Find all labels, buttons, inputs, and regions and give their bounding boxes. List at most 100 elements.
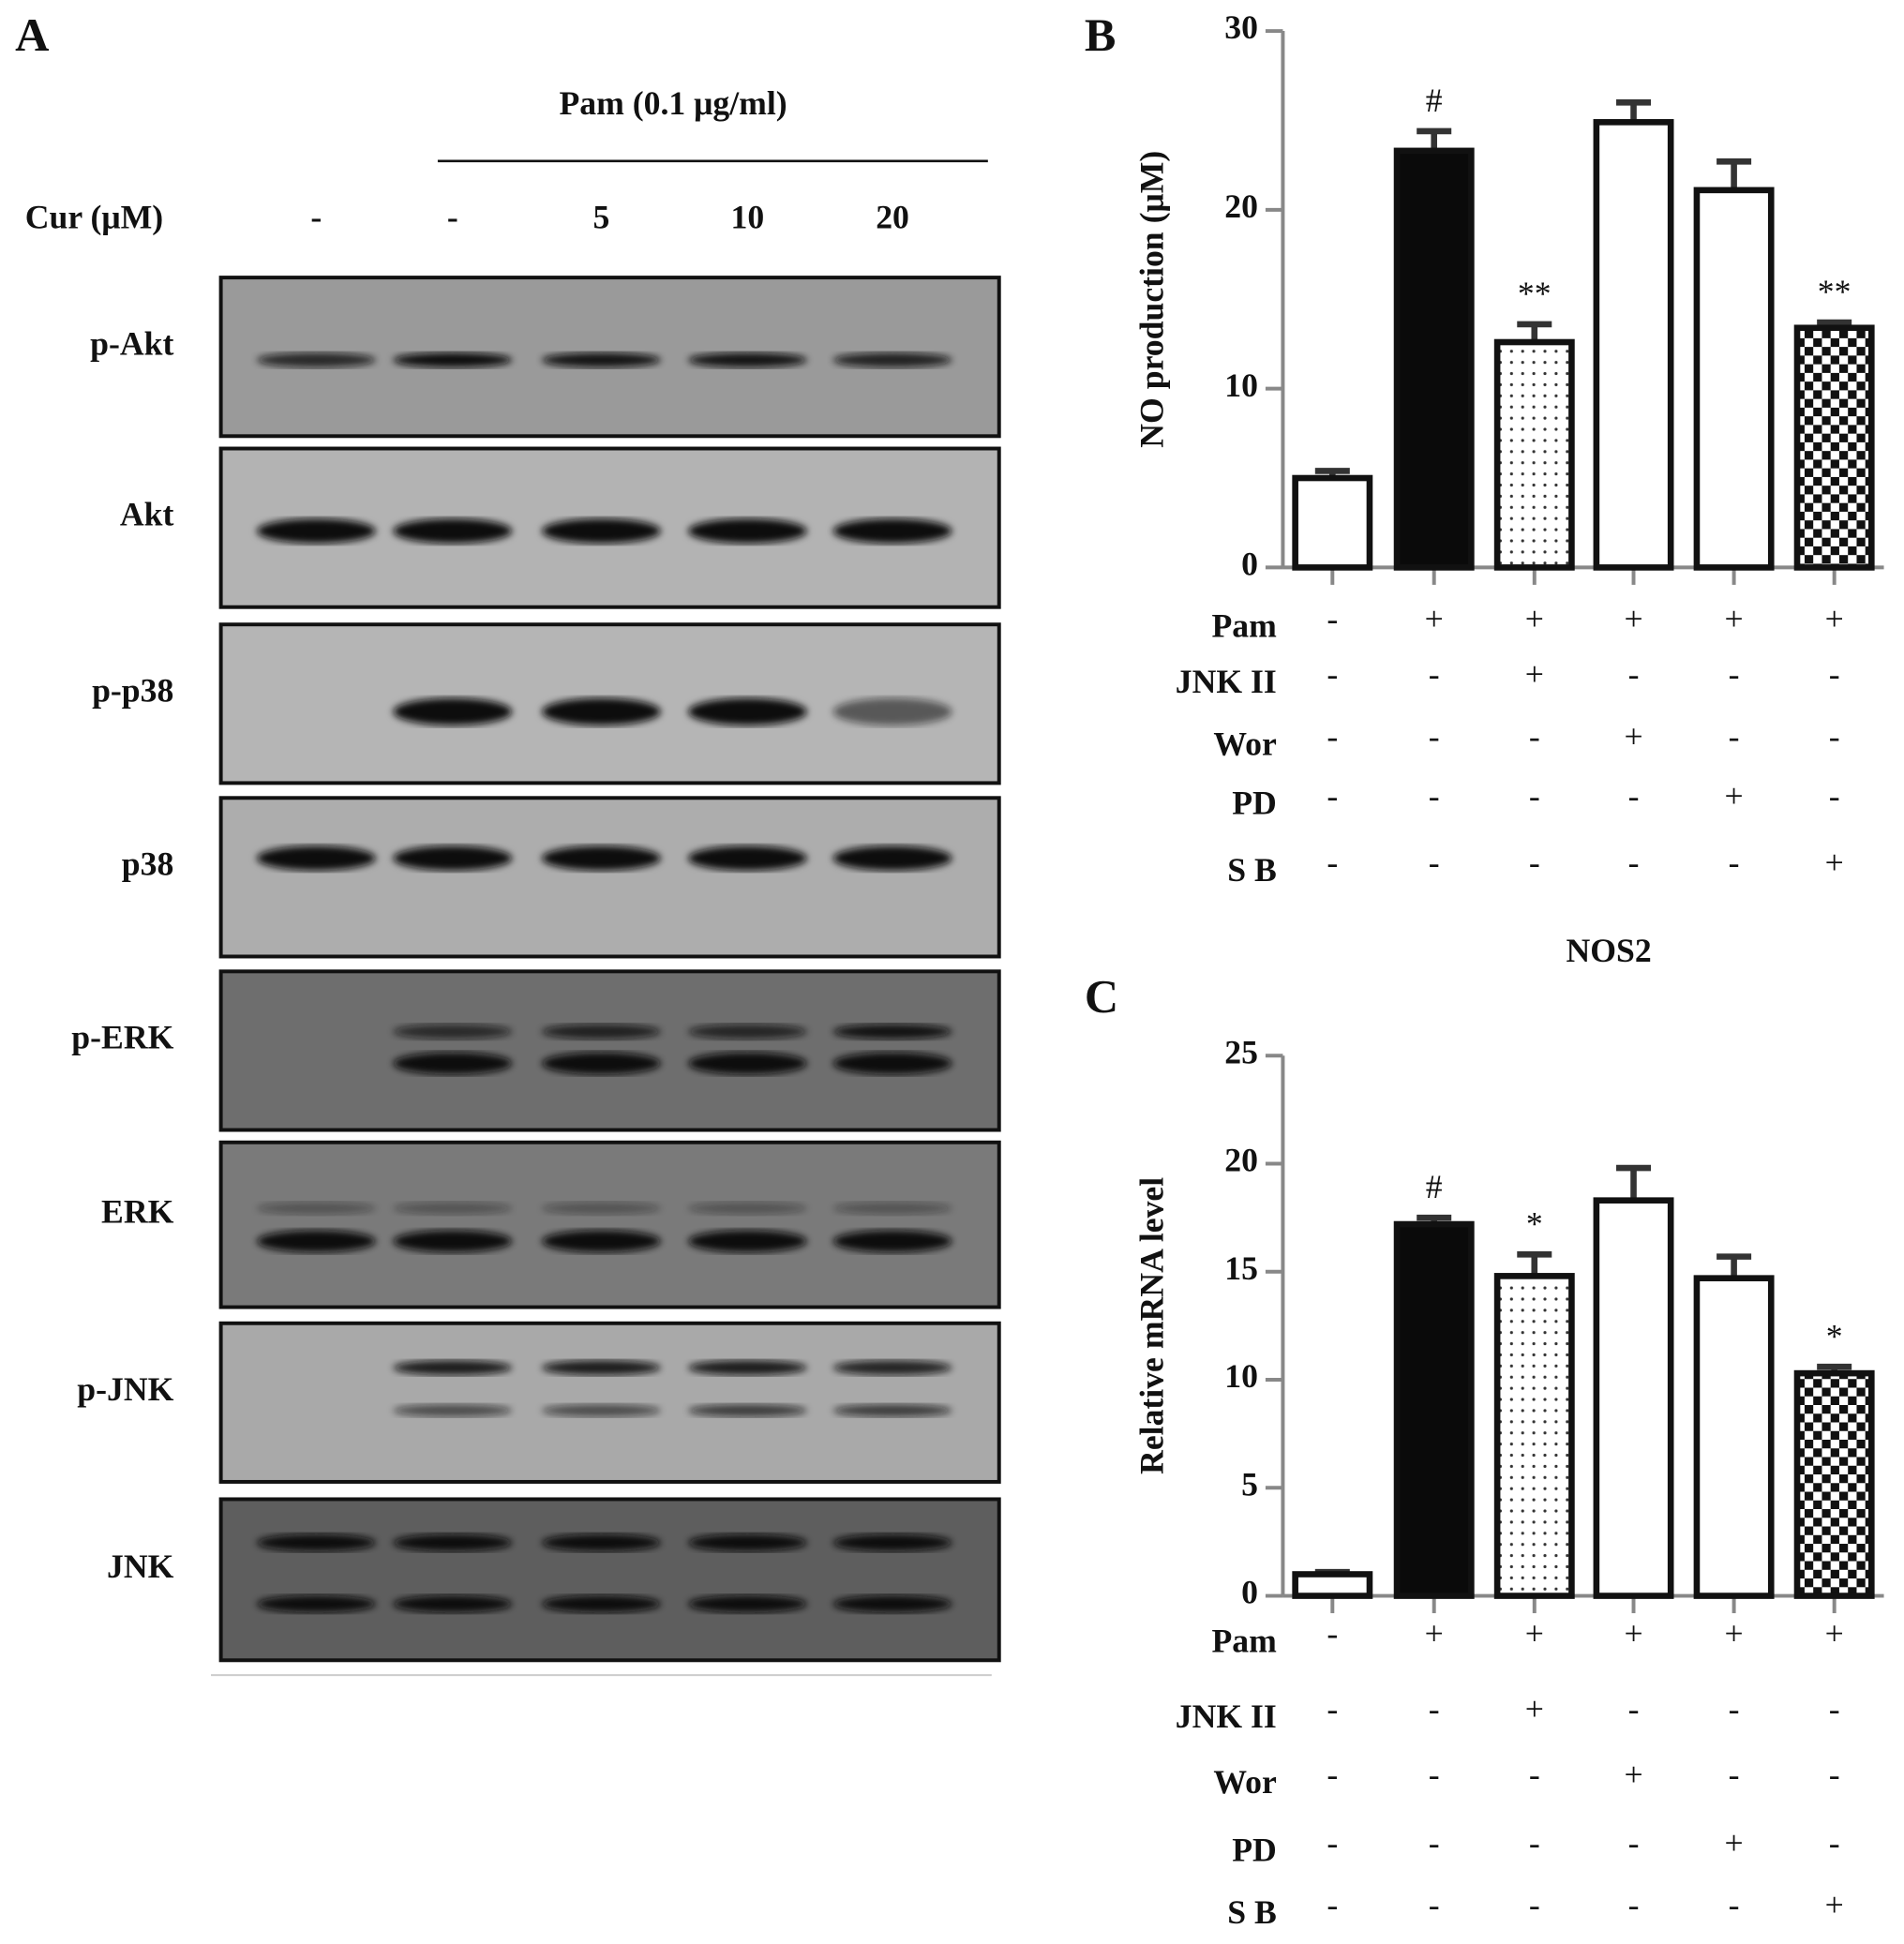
- treatment-sign: +: [1725, 1824, 1744, 1862]
- treatment-name: Wor: [1213, 1763, 1277, 1801]
- blot-band: [541, 697, 661, 725]
- blot-band: [687, 1360, 807, 1376]
- treatment-sign: +: [1624, 717, 1642, 755]
- blot-band: [687, 1533, 807, 1552]
- blot-band: [256, 518, 376, 544]
- treatment-sign: +: [1825, 1886, 1844, 1923]
- blot-box: [218, 1497, 1001, 1663]
- blot-box: [218, 1321, 1001, 1484]
- treatment-name: Pam: [1211, 1622, 1277, 1659]
- y-tick-label: 25: [1224, 1033, 1258, 1070]
- blot-band: [393, 1024, 513, 1039]
- treatment-name: S B: [1227, 851, 1277, 889]
- annotation: **: [1518, 275, 1552, 312]
- y-axis-label: Relative mRNA level: [1132, 1177, 1170, 1474]
- blot-band: [393, 1230, 513, 1253]
- blot-band: [687, 845, 807, 871]
- treatment-sign: +: [1725, 1614, 1744, 1652]
- blot-band: [393, 1202, 513, 1215]
- treatment-sign: -: [1729, 844, 1740, 881]
- treatment-sign: -: [1529, 717, 1540, 755]
- blot-band: [393, 1360, 513, 1376]
- blot-band: [687, 1202, 807, 1215]
- bar: [1393, 1220, 1475, 1599]
- blot-band: [832, 518, 952, 544]
- treatment-sign: -: [1429, 655, 1440, 693]
- treatment-sign: +: [1525, 600, 1544, 637]
- row-label: p-Akt: [90, 324, 173, 362]
- blot-band: [393, 518, 513, 544]
- annotation: **: [1818, 273, 1852, 310]
- treatment-sign: -: [1628, 655, 1640, 693]
- y-tick-label: 30: [1224, 8, 1258, 46]
- bar: [1593, 1197, 1674, 1599]
- treatment-sign: -: [1628, 1824, 1640, 1862]
- bar: [1292, 1571, 1373, 1599]
- blot-band: [687, 518, 807, 544]
- treatment-sign: -: [1327, 1614, 1338, 1652]
- treatment-sign: -: [1628, 1886, 1640, 1923]
- dose-value: 5: [592, 198, 609, 235]
- bar: [1493, 1273, 1575, 1599]
- treatment-sign: -: [1829, 1756, 1840, 1793]
- blot-band: [393, 352, 513, 368]
- blot-band: [541, 845, 661, 871]
- treatment-label: Pam (0.1 μg/ml): [559, 84, 787, 122]
- blot-band: [393, 1533, 513, 1552]
- treatment-sign: -: [1729, 1756, 1740, 1793]
- blot-band: [687, 1230, 807, 1253]
- blot-band: [687, 1024, 807, 1039]
- blot-band: [832, 845, 952, 871]
- blot-band: [832, 1230, 952, 1253]
- treatment-sign: -: [1628, 844, 1640, 881]
- treatment-sign: -: [1327, 844, 1338, 881]
- blot-band: [256, 845, 376, 871]
- treatment-name: PD: [1232, 785, 1277, 822]
- treatment-sign: -: [1327, 655, 1338, 693]
- row-label: p38: [122, 845, 174, 882]
- y-tick-label: 20: [1224, 187, 1258, 225]
- treatment-sign: -: [1829, 1690, 1840, 1727]
- annotation: #: [1426, 1168, 1443, 1205]
- row-label: Akt: [120, 496, 174, 533]
- treatment-sign: -: [1529, 1756, 1540, 1793]
- treatment-sign: -: [1829, 777, 1840, 815]
- treatment-sign: -: [1429, 844, 1440, 881]
- treatment-sign: -: [1429, 1690, 1440, 1727]
- treatment-sign: -: [1327, 717, 1338, 755]
- treatment-sign: +: [1525, 655, 1544, 693]
- bar: [1393, 147, 1475, 571]
- blot-band: [541, 1024, 661, 1039]
- blot-band: [393, 697, 513, 725]
- treatment-sign: -: [1729, 655, 1740, 693]
- blot-band: [541, 352, 661, 368]
- panel-label: A: [15, 8, 49, 61]
- bar: [1793, 1369, 1875, 1599]
- y-tick-label: 5: [1241, 1465, 1258, 1503]
- treatment-sign: -: [1429, 1756, 1440, 1793]
- blot-band: [832, 1024, 952, 1039]
- blot-band: [832, 352, 952, 368]
- dose-value: -: [447, 198, 458, 235]
- treatment-sign: -: [1529, 777, 1540, 815]
- treatment-sign: -: [1829, 1824, 1840, 1862]
- dose-value: 10: [731, 198, 765, 235]
- treatment-sign: -: [1429, 1886, 1440, 1923]
- y-tick-label: 20: [1224, 1142, 1258, 1179]
- bar: [1693, 187, 1775, 571]
- treatment-sign: -: [1628, 777, 1640, 815]
- row-label: p-ERK: [71, 1019, 173, 1056]
- treatment-sign: +: [1725, 777, 1744, 815]
- blot-band: [541, 518, 661, 544]
- bar: [1793, 324, 1875, 571]
- dose-value: 20: [876, 198, 909, 235]
- treatment-sign: +: [1825, 844, 1844, 881]
- blot-band: [541, 1533, 661, 1552]
- y-tick-label: 10: [1224, 366, 1258, 404]
- annotation: #: [1426, 82, 1443, 119]
- blot-band: [832, 1202, 952, 1215]
- blot-band: [832, 1360, 952, 1376]
- blot-band: [393, 1404, 513, 1417]
- blot-band: [256, 1533, 376, 1552]
